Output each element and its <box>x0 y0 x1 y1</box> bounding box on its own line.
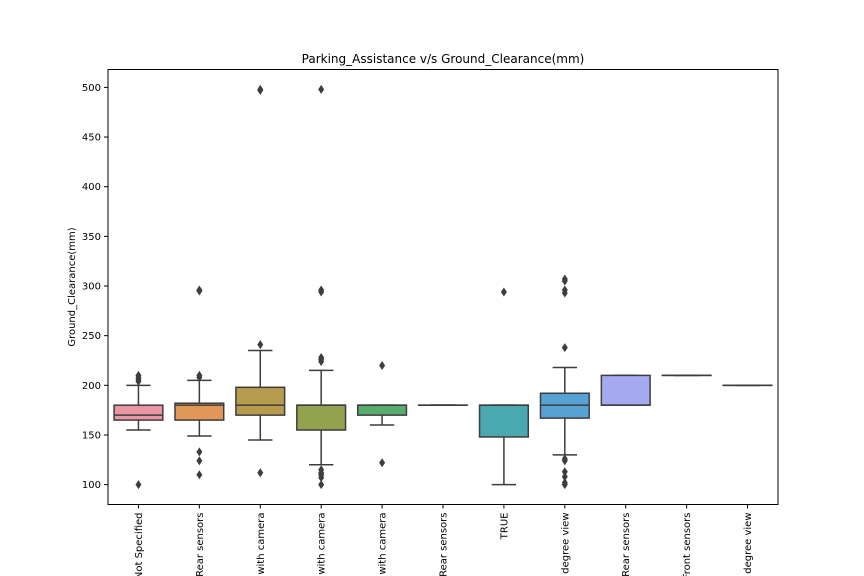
x-tick-label: with camera <box>378 513 389 575</box>
box-iqr <box>478 404 530 438</box>
y-tick-label: 300 <box>82 282 101 293</box>
outlier-point <box>561 454 568 464</box>
outlier-point <box>318 84 325 94</box>
outlier-point <box>318 353 325 363</box>
outlier-point <box>318 465 325 475</box>
y-tick-label: 150 <box>82 430 101 441</box>
outlier-point <box>196 370 203 380</box>
box-iqr <box>356 404 408 416</box>
box-group <box>296 84 347 490</box>
y-tick-label: 450 <box>82 133 101 144</box>
x-tick-label: Front sensors <box>682 513 693 576</box>
outlier-point <box>257 468 264 478</box>
box-group <box>174 285 225 480</box>
x-tick-label: degree view <box>560 513 571 574</box>
chart-title: Parking_Assistance v/s Ground_Clearance(… <box>302 52 585 66</box>
outlier-point <box>196 285 203 295</box>
box-group <box>235 84 286 478</box>
x-tick-label: with camera <box>317 513 328 575</box>
outlier-point <box>561 343 568 353</box>
box-iqr <box>235 386 286 416</box>
box-group <box>356 360 408 468</box>
outlier-point <box>379 458 386 468</box>
y-tick-label: 350 <box>82 232 101 243</box>
outlier-point <box>379 360 386 370</box>
outlier-point <box>561 274 568 284</box>
outlier-point <box>257 84 264 94</box>
box-group <box>600 374 651 406</box>
outlier-point <box>135 370 142 380</box>
outlier-point <box>318 285 325 295</box>
y-tick-label: 250 <box>82 331 101 342</box>
x-tick-label: with camera <box>256 513 267 575</box>
x-tick-label: Rear sensors <box>439 513 450 576</box>
outlier-point <box>135 480 142 490</box>
x-tick-label: Rear sensors <box>195 513 206 576</box>
y-tick-label: 400 <box>82 182 101 193</box>
x-tick-label: TRUE <box>499 513 510 541</box>
x-axis: Not Specified Rear sensors with camera with… <box>134 504 754 576</box>
y-tick-label: 200 <box>82 381 101 392</box>
outlier-point <box>196 447 203 457</box>
y-axis-label: Ground_Clearance(mm) <box>67 227 78 346</box>
outlier-point <box>561 467 568 477</box>
outlier-point <box>196 470 203 480</box>
box-iqr <box>174 402 225 421</box>
outlier-point <box>561 478 568 488</box>
x-tick-label: Rear sensors <box>621 513 632 576</box>
box-iqr <box>296 404 347 431</box>
y-axis: 100 150 200 250 300 350 400 450 500 <box>82 83 108 491</box>
outlier-point <box>561 285 568 295</box>
plot-frame <box>107 69 779 505</box>
y-tick-label: 100 <box>82 480 101 491</box>
outlier-point <box>561 472 568 482</box>
y-tick-label: 500 <box>82 83 101 94</box>
box-group <box>113 370 164 490</box>
outlier-point <box>196 456 203 466</box>
plot-area <box>113 84 773 490</box>
x-tick-label: degree view <box>743 513 754 574</box>
box-iqr <box>113 404 164 421</box>
outlier-point <box>257 340 264 350</box>
outlier-point <box>318 480 325 490</box>
box-group <box>478 287 530 486</box>
x-tick-label: Not Specified <box>134 513 145 576</box>
box-group <box>539 274 590 490</box>
outlier-point <box>500 287 507 297</box>
box-iqr <box>600 374 651 406</box>
